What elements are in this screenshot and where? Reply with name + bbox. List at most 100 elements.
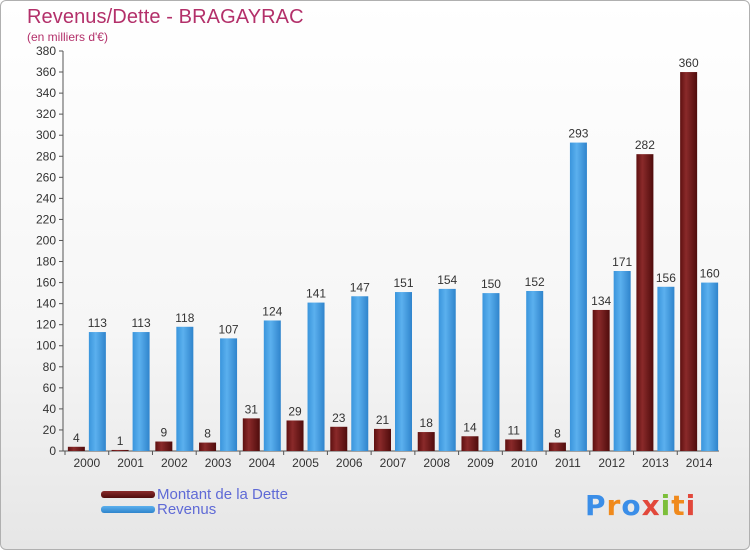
bar-revenus — [482, 293, 500, 451]
data-label-dette: 360 — [679, 56, 699, 70]
data-label-dette: 23 — [332, 411, 346, 425]
x-tick-label: 2008 — [423, 456, 450, 470]
y-tick-label: 160 — [36, 276, 56, 290]
data-label-revenus: 293 — [568, 127, 588, 141]
bar-dette — [548, 442, 566, 451]
data-label-revenus: 124 — [262, 304, 282, 318]
bar-revenus — [263, 320, 281, 451]
bar-revenus — [657, 286, 675, 451]
y-tick-label: 140 — [36, 297, 56, 311]
data-label-dette: 11 — [507, 423, 520, 437]
bar-revenus — [220, 338, 238, 451]
data-label-revenus: 154 — [437, 273, 457, 287]
x-tick-label: 2002 — [161, 456, 188, 470]
y-tick-label: 180 — [36, 255, 56, 269]
bar-dette — [636, 154, 654, 451]
data-label-dette: 14 — [463, 420, 477, 434]
bar-dette — [199, 442, 217, 451]
data-label-dette: 4 — [73, 431, 80, 445]
data-label-revenus: 107 — [219, 322, 239, 336]
data-label-revenus: 118 — [175, 311, 194, 325]
bar-dette — [680, 72, 698, 451]
x-tick-label: 2000 — [74, 456, 101, 470]
bar-revenus — [613, 271, 631, 451]
data-label-revenus: 147 — [350, 280, 370, 294]
y-tick-label: 300 — [36, 128, 56, 142]
bar-dette — [374, 428, 391, 451]
legend-swatch-dette — [101, 491, 155, 498]
bar-revenus — [395, 292, 412, 451]
x-tick-label: 2009 — [467, 456, 494, 470]
chart-title: Revenus/Dette - BRAGAYRAC — [27, 6, 304, 28]
bar-revenus — [88, 332, 106, 451]
data-label-revenus: 152 — [525, 275, 545, 289]
x-tick-label: 2010 — [511, 456, 538, 470]
bar-revenus — [132, 332, 150, 451]
y-tick-label: 200 — [36, 233, 56, 247]
data-label-dette: 31 — [245, 402, 259, 416]
x-tick-label: 2005 — [292, 456, 319, 470]
y-tick-label: 100 — [36, 339, 56, 353]
data-label-revenus: 113 — [132, 316, 151, 330]
x-tick-label: 2011 — [555, 456, 581, 470]
data-label-revenus: 150 — [481, 277, 501, 291]
data-label-dette: 134 — [591, 294, 611, 308]
x-tick-label: 2007 — [380, 456, 407, 470]
bar-revenus — [176, 326, 194, 451]
data-label-revenus: 171 — [612, 255, 632, 269]
data-labels: 4 113 1 113 9 118 8 107 31 124 29 141 23 147 21 151 18 15… — [73, 56, 720, 448]
legend-label-dette: Montant de la Dette — [157, 486, 288, 503]
bar-dette — [111, 449, 129, 451]
y-tick-label: 40 — [43, 402, 57, 416]
y-tick-label: 20 — [43, 423, 57, 437]
data-label-dette: 21 — [376, 413, 390, 427]
data-label-revenus: 113 — [88, 316, 107, 330]
bar-dette — [155, 441, 173, 451]
bar-dette — [592, 309, 610, 451]
y-tick-label: 220 — [36, 212, 56, 226]
bar-dette — [67, 446, 85, 451]
chart-subtitle: (en milliers d'€) — [27, 30, 108, 44]
bar-revenus — [569, 142, 587, 451]
legend-swatch-revenus — [101, 506, 155, 513]
bar-revenus — [438, 288, 456, 451]
data-label-dette: 1 — [117, 434, 124, 448]
bar-revenus — [307, 302, 325, 451]
bar-dette — [461, 436, 479, 451]
proxiti-logo: Proxiti — [585, 489, 697, 522]
y-tick-label: 0 — [49, 444, 56, 458]
x-tick-label: 2003 — [205, 456, 232, 470]
y-tick-label: 240 — [36, 191, 56, 205]
data-label-revenus: 160 — [700, 267, 720, 281]
y-tick-label: 120 — [36, 318, 56, 332]
x-tick-label: 2001 — [117, 456, 144, 470]
bar-revenus — [701, 282, 719, 451]
y-tick-label: 340 — [36, 86, 56, 100]
bar-dette — [505, 439, 523, 451]
x-tick-label: 2012 — [598, 456, 625, 470]
y-tick-label: 320 — [36, 107, 56, 121]
bar-revenus — [351, 296, 369, 451]
y-tick-label: 380 — [36, 44, 56, 58]
legend-label-revenus: Revenus — [157, 501, 217, 518]
data-label-revenus: 151 — [393, 276, 413, 290]
data-label-dette: 8 — [554, 427, 561, 441]
data-label-dette: 18 — [420, 416, 434, 430]
y-tick-label: 60 — [43, 381, 57, 395]
y-tick-label: 360 — [36, 65, 56, 79]
x-tick-label: 2014 — [686, 456, 713, 470]
bar-dette — [242, 418, 260, 451]
bar-dette — [286, 420, 304, 451]
bars — [67, 72, 719, 451]
data-label-dette: 9 — [160, 426, 167, 440]
x-tick-label: 2013 — [642, 456, 669, 470]
data-label-revenus: 156 — [656, 271, 676, 285]
data-label-revenus: 141 — [306, 287, 326, 301]
data-label-dette: 29 — [288, 404, 302, 418]
bar-revenus — [526, 291, 544, 451]
data-label-dette: 282 — [635, 138, 655, 152]
bar-dette — [417, 432, 435, 451]
x-tick-label: 2004 — [248, 456, 275, 470]
